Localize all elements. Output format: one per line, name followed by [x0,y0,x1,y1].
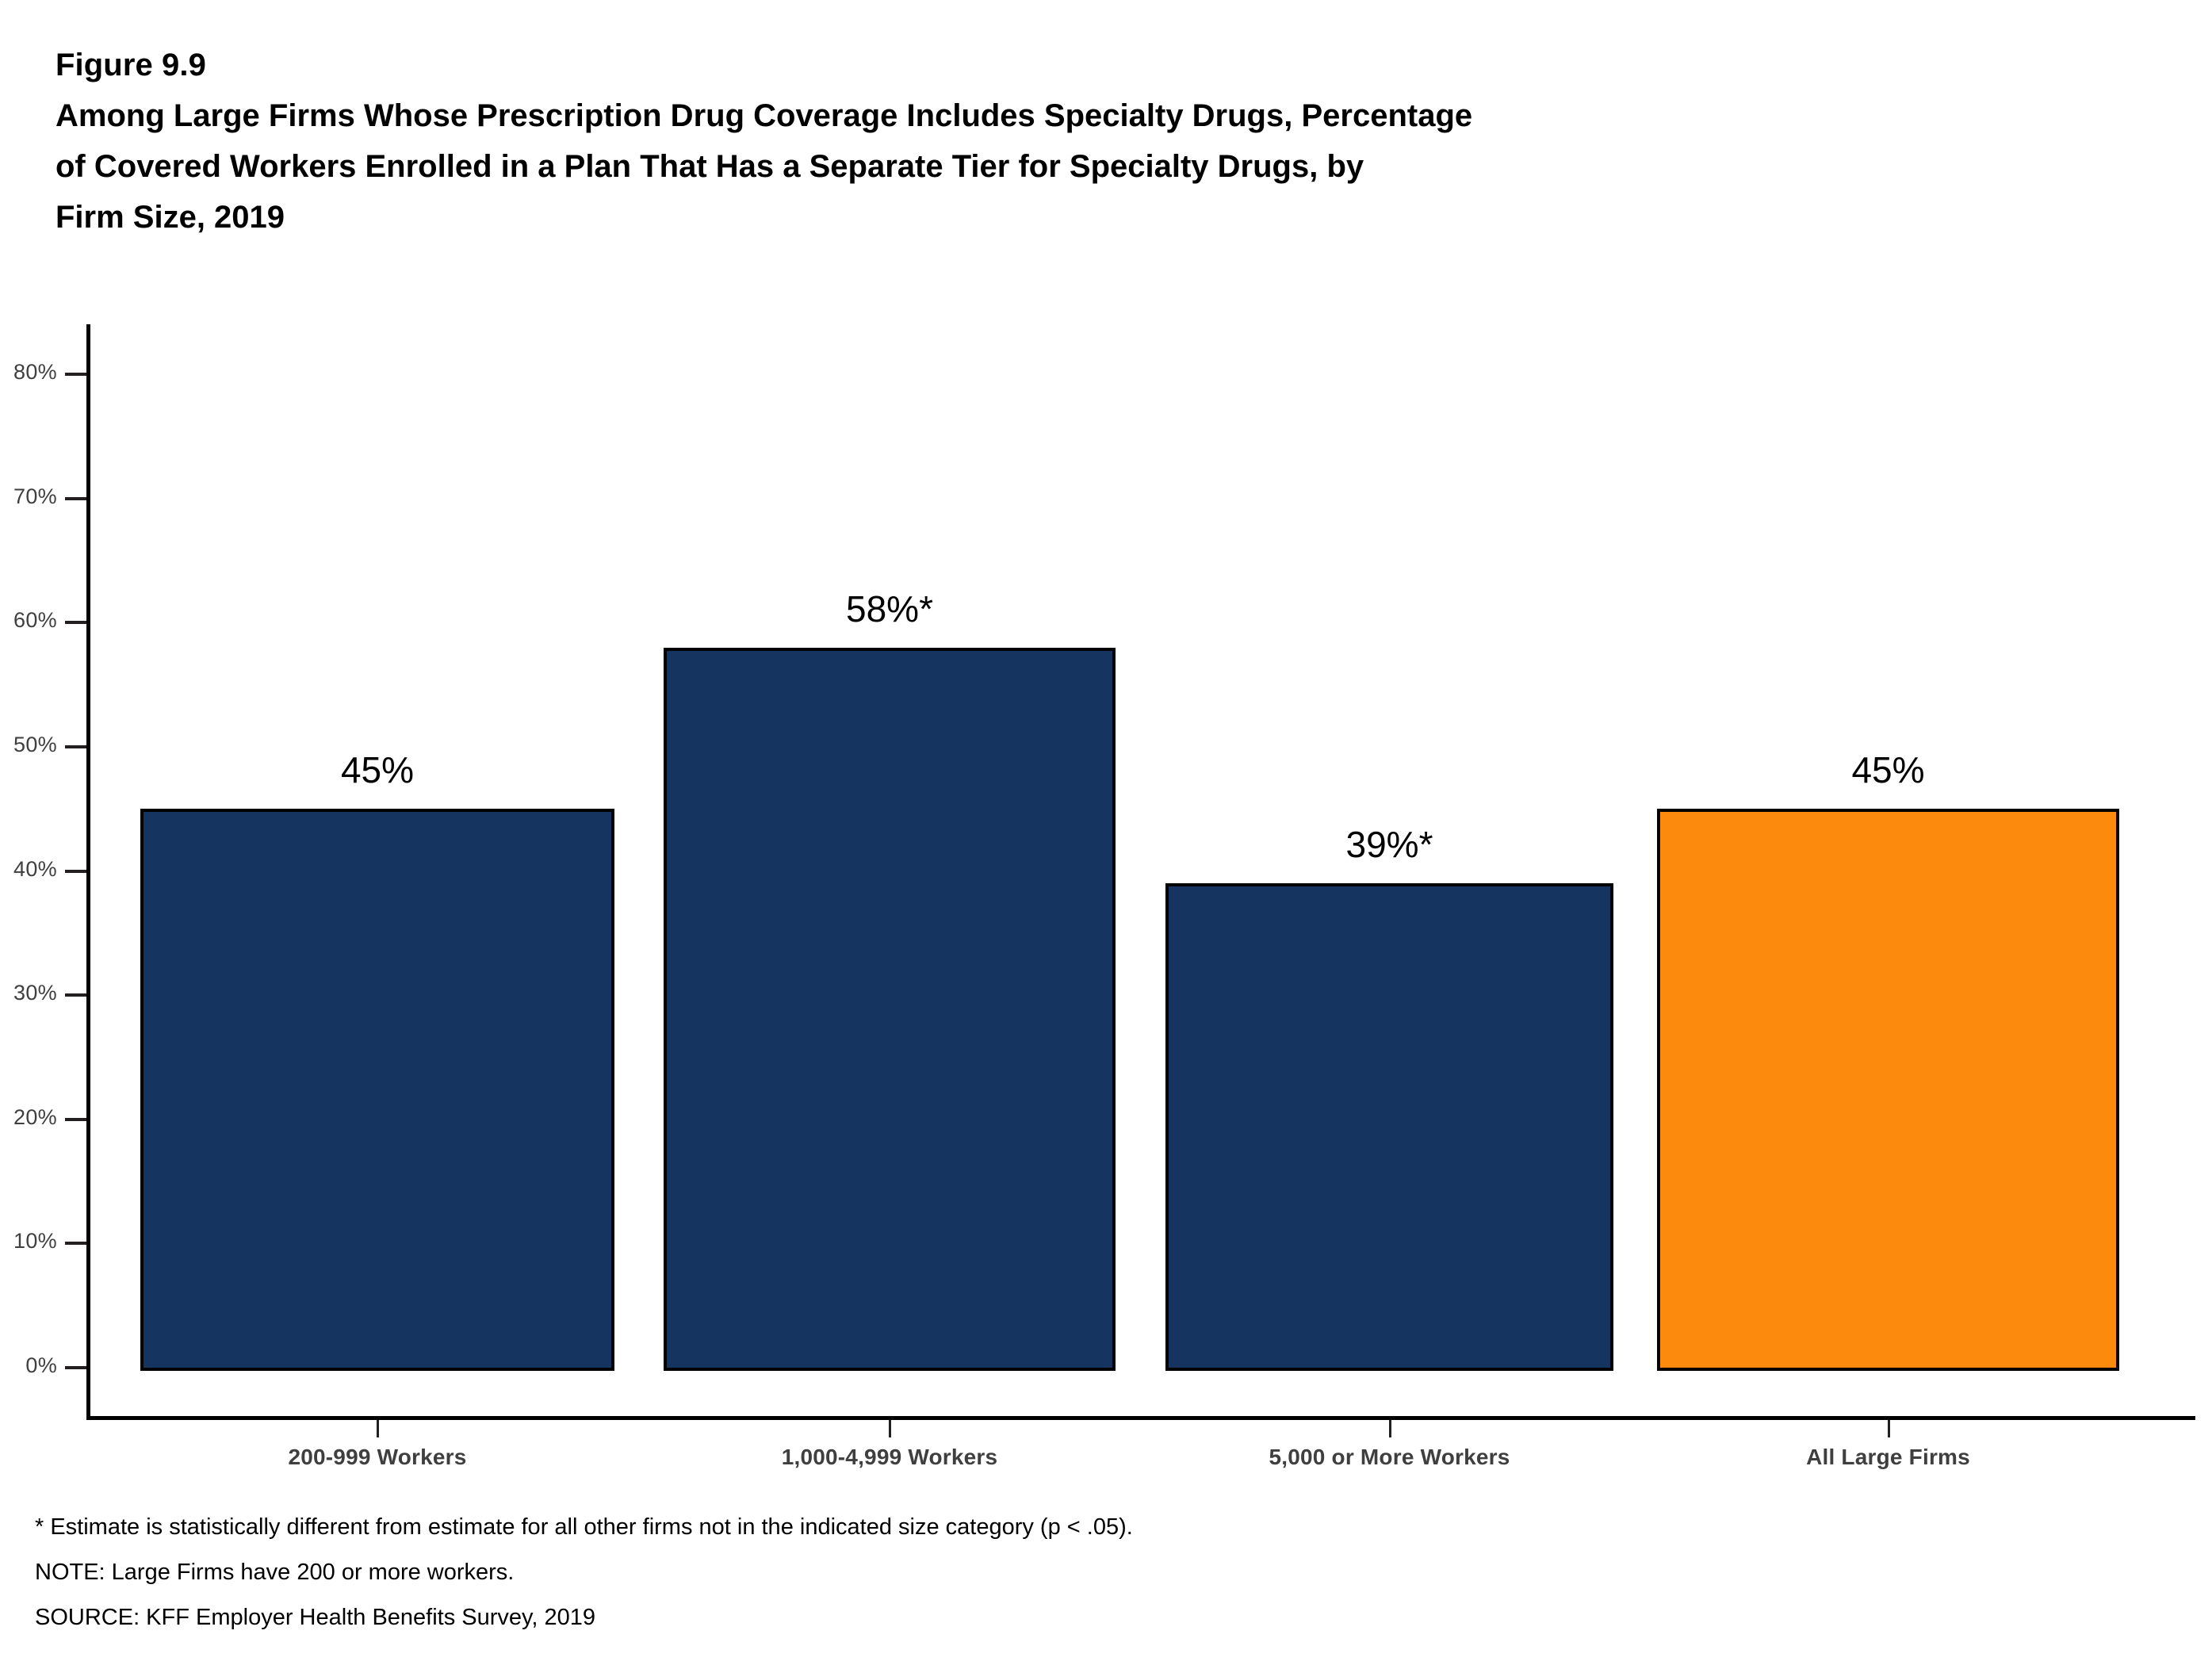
y-axis-tick [65,621,86,625]
y-axis-tick-label: 0% [25,1353,57,1377]
y-axis-tick [65,496,86,500]
figure-title-line-2: of Covered Workers Enrolled in a Plan Th… [55,149,1364,184]
bar-4[interactable] [1657,809,2119,1371]
y-axis-tick [65,1366,86,1369]
x-axis-tick [1388,1420,1391,1437]
y-axis-tick [65,744,86,748]
y-axis-tick [65,869,86,873]
figure-title-line-1: Among Large Firms Whose Prescription Dru… [55,98,1473,133]
bar-value-label: 45% [340,749,415,791]
y-axis-tick [65,993,86,997]
x-axis-tick [889,1420,891,1437]
figure-title-line-3: Firm Size, 2019 [55,200,285,235]
y-axis-tick [65,1242,86,1246]
y-axis-line [86,324,90,1420]
y-axis-tick-label: 80% [13,360,57,384]
x-axis-tick [1887,1420,1890,1437]
y-axis-tick-label: 30% [13,981,57,1005]
bar-3[interactable] [1165,883,1613,1371]
y-axis-tick-label: 50% [13,732,57,756]
x-axis-category-label: 1,000-4,999 Workers [781,1445,998,1469]
y-axis-tick [65,373,86,376]
y-axis-tick [65,1117,86,1121]
bar-chart: 80% 70% 60% 50% 40% 30% 20% 10% 0% 45% 58%* 39%* 45… [13,324,2195,1469]
y-axis-tick-label: 60% [13,608,57,633]
figure-number: Figure 9.9 [55,48,206,82]
bar-1[interactable] [140,809,614,1371]
bar-2[interactable] [664,647,1116,1371]
x-axis-category-label: All Large Firms [1806,1445,1970,1469]
footnote-significance: * Estimate is statistically different fr… [35,1514,1133,1540]
y-axis-tick-label: 40% [13,856,57,881]
footnote-note: NOTE: Large Firms have 200 or more worke… [35,1560,515,1585]
x-axis-category-label: 200-999 Workers [288,1445,467,1469]
x-axis-tick [377,1420,379,1437]
y-axis-tick-label: 10% [13,1229,57,1254]
x-axis-category-label: 5,000 or More Workers [1269,1445,1510,1469]
footnote-source: SOURCE: KFF Employer Health Benefits Sur… [35,1605,596,1630]
y-axis-tick-label: 20% [13,1104,57,1129]
x-axis-line [86,1416,2195,1420]
bar-value-label: 58%* [846,588,933,630]
bar-value-label: 45% [1851,749,1925,791]
y-axis-tick-label: 70% [13,484,57,508]
bar-value-label: 39%* [1345,824,1433,866]
footnotes-block: * Estimate is statistically different fr… [35,1516,2096,1652]
figure-header: Figure 9.9 Among Large Firms Whose Presc… [55,49,2085,252]
